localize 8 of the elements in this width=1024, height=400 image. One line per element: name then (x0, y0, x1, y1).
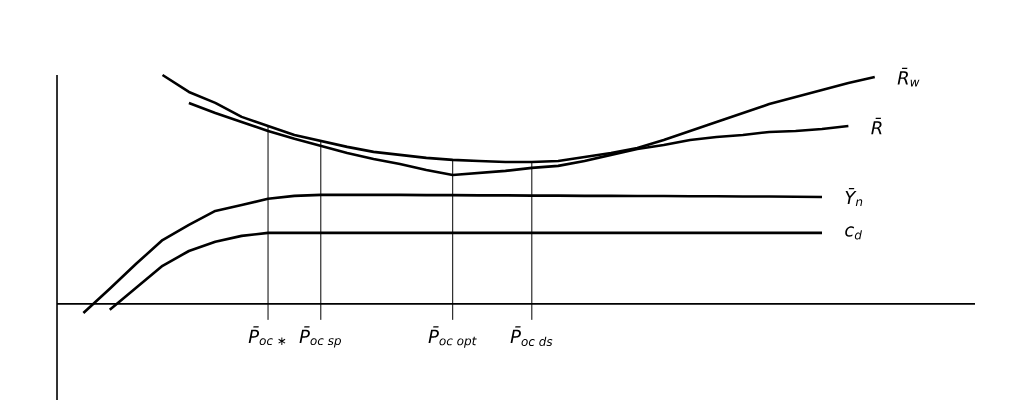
x-tick-label: $\text{P̄}_{\text{oc ds}}$ (510, 326, 553, 347)
x-tick-label: $\text{P̄}_{\text{oc ∗}}$ (248, 326, 286, 346)
x-tick-label: $\text{P̄}_{\text{oc sp}}$ (299, 326, 341, 348)
x-tick-label: $\text{P̄}_{\text{oc opt}}$ (428, 326, 477, 348)
series-label: $\text{c}_{\text{d}}$ (845, 226, 862, 240)
series-label: $\text{R̄}_{\text{w}}$ (897, 67, 920, 87)
series-label: $\text{R̄}$ (871, 117, 882, 135)
series-label: $\text{Ȳ}_{\text{n}}$ (845, 187, 863, 207)
